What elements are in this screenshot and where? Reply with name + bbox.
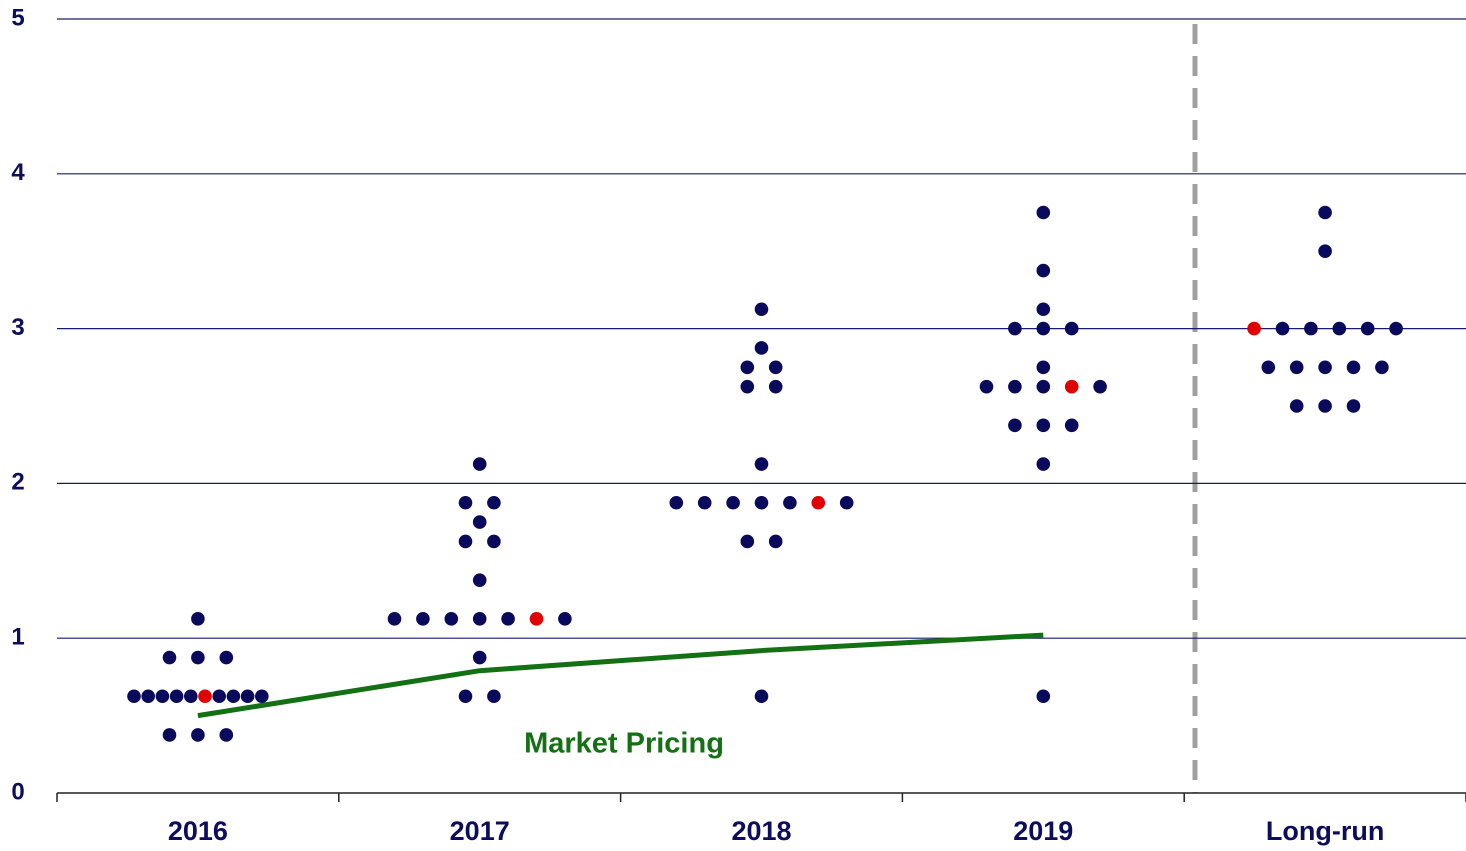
dot: [1064, 321, 1079, 336]
dot: [501, 612, 515, 626]
dot: [472, 515, 487, 529]
dot: [558, 612, 572, 626]
dot: [1008, 379, 1022, 394]
dot: [472, 612, 487, 626]
dot: [254, 689, 269, 704]
dot: [487, 495, 501, 510]
dot: [219, 650, 234, 665]
dot: [1289, 360, 1304, 375]
dot: [1036, 263, 1051, 278]
dot: [783, 495, 797, 510]
x-tick-label: 2018: [731, 816, 791, 846]
line-label: Market Pricing: [524, 728, 724, 760]
dot: [458, 689, 473, 704]
dot: [416, 612, 430, 626]
dot: [458, 495, 473, 510]
dot: [529, 612, 544, 626]
dot: [1036, 418, 1051, 433]
dot: [472, 573, 487, 587]
y-tick-label: 2: [11, 469, 24, 496]
dot: [487, 534, 501, 549]
dot: [1389, 321, 1403, 336]
dot: [1008, 321, 1022, 336]
dot: [141, 689, 155, 704]
dot: [1036, 379, 1051, 394]
x-tick-label: 2019: [1013, 816, 1073, 846]
dot: [1346, 399, 1361, 413]
dot: [127, 689, 141, 704]
dot: [169, 689, 184, 704]
dot: [768, 360, 783, 375]
dot: [1064, 418, 1079, 433]
dot: [191, 650, 205, 665]
dot: [1304, 321, 1318, 336]
dot: [1346, 360, 1361, 375]
dot: [1036, 302, 1051, 317]
dot: [1064, 379, 1079, 394]
y-tick-label: 5: [11, 4, 24, 31]
market-line: [197, 632, 1044, 719]
dot: [219, 728, 234, 742]
dot: [740, 360, 755, 375]
dot: [240, 689, 255, 704]
dot: [1318, 399, 1332, 413]
dot: [1289, 399, 1304, 413]
dot: [1036, 321, 1051, 336]
x-tick-label: 2016: [168, 816, 228, 846]
dot: [1375, 360, 1389, 375]
dot: [458, 534, 473, 549]
dot: [1093, 379, 1107, 394]
dot: [1318, 205, 1332, 220]
dot: [472, 650, 487, 665]
dot: [472, 457, 487, 471]
dot: [162, 728, 177, 742]
dot: [191, 728, 205, 742]
dot: [1247, 321, 1261, 336]
dot: [811, 495, 826, 510]
dot: [697, 495, 712, 510]
dot: [754, 689, 769, 704]
x-tick-label: 2017: [450, 816, 510, 846]
dot: [212, 689, 226, 704]
dot: [754, 495, 769, 510]
dot: [768, 534, 783, 549]
y-tick-label: 1: [11, 624, 24, 651]
dot: [979, 379, 994, 394]
dot: [198, 689, 212, 704]
dot: [726, 495, 740, 510]
dot: [740, 534, 755, 549]
dot: [226, 689, 241, 704]
dot: [184, 689, 198, 704]
dot: [839, 495, 854, 510]
dot: [162, 650, 177, 665]
dot: [669, 495, 684, 510]
dot: [1036, 205, 1051, 220]
dot: [1036, 457, 1051, 471]
dot: [155, 689, 170, 704]
x-tick-label: Long-run: [1266, 816, 1384, 846]
y-tick-label: 0: [11, 778, 24, 805]
dot: [754, 302, 769, 317]
dot: [191, 612, 205, 626]
dot: [1318, 244, 1332, 258]
y-tick-label: 4: [11, 159, 25, 186]
dot: [1275, 321, 1290, 336]
dot: [1360, 321, 1375, 336]
dot: [444, 612, 459, 626]
y-tick-label: 3: [11, 314, 24, 341]
dot: [487, 689, 501, 704]
dot: [754, 457, 769, 471]
dot: [387, 612, 402, 626]
dot: [1261, 360, 1276, 375]
dot: [1332, 321, 1347, 336]
dot: [740, 379, 755, 394]
dot: [1036, 689, 1051, 704]
dot: [1318, 360, 1332, 375]
dot: [1036, 360, 1051, 375]
dot: [768, 379, 783, 394]
dot: [754, 341, 769, 355]
dot: [1008, 418, 1022, 433]
